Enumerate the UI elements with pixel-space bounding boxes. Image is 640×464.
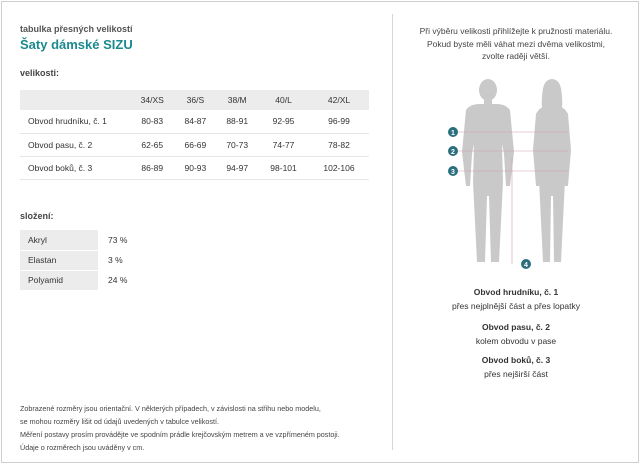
table-cell: 92-95 [258,110,309,134]
marker-1-label: 1 [451,130,455,137]
chart-subtitle: tabulka přesných velikostí [20,24,133,34]
marker-4-label: 4 [524,262,528,269]
table-cell: 62-65 [130,133,175,157]
table-row: Akryl 73 % [20,230,158,251]
material-percent: 3 % [98,250,158,271]
sizes-section-label: velikosti: [20,68,60,78]
legend-waist: Obvod pasu, č. 2 kolem obvodu v pase [400,322,632,346]
footnote: Zobrazené rozměry jsou orientační. V něk… [20,402,340,454]
table-row: Elastan 3 % [20,250,158,271]
table-cell: 88-91 [216,110,259,134]
material-name: Akryl [20,230,98,251]
table-row: Obvod boků, č. 3 86-89 90-93 94-97 98-10… [20,156,369,180]
size-header-xl: 42/XL [308,90,369,110]
table-cell: 90-93 [174,156,217,180]
composition-table: Akryl 73 % Elastan 3 % Polyamid 24 % [20,230,158,291]
marker-3-label: 3 [451,169,455,176]
size-table-header: 34/XS 36/S 38/M 40/L 42/XL [20,90,369,110]
measurement-lines [454,131,568,264]
vertical-divider [392,14,393,450]
female-silhouette [533,79,571,262]
table-cell: 66-69 [174,133,217,157]
table-cell: 78-82 [308,133,369,157]
row-label: Obvod boků, č. 3 [20,156,130,180]
table-cell: 86-89 [130,156,175,180]
size-header-s: 36/S [174,90,217,110]
composition-section-label: složení: [20,211,54,221]
legend-chest: Obvod hrudníku, č. 1 přes nejplnější čás… [400,287,632,311]
legend-heading: Obvod hrudníku, č. 1 [473,287,559,297]
footnote-line: Údaje o rozměrech jsou uváděny v cm. [20,443,145,452]
size-header-l: 40/L [258,90,309,110]
body-measurement-illustration: 1 2 3 4 [448,79,571,269]
legend-heading: Obvod pasu, č. 2 [481,322,551,332]
marker-3: 3 [448,166,458,176]
row-label: Obvod pasu, č. 2 [20,133,130,157]
table-cell: 96-99 [308,110,369,134]
footnote-line: Měření postavy prosím provádějte ve spod… [20,430,340,439]
legend-text: přes nejširší část [484,369,548,379]
material-percent: 24 % [98,270,158,291]
table-row: Polyamid 24 % [20,270,158,291]
table-cell: 70-73 [216,133,259,157]
table-cell: 74-77 [258,133,309,157]
tip-line: Pokud byste měli váhat mezi dvěma veliko… [426,38,606,49]
marker-2-label: 2 [451,149,455,156]
marker-4: 4 [521,259,531,269]
legend-text: kolem obvodu v pase [475,336,557,346]
footnote-line: Zobrazené rozměry jsou orientační. V něk… [20,404,321,413]
size-header-empty [20,90,130,110]
size-header-m: 38/M [216,90,259,110]
material-name: Elastan [20,250,98,271]
footnote-line: se mohou rozměry lišit od údajů uvedenýc… [20,417,219,426]
marker-1: 1 [448,127,458,137]
product-title: Šaty dámské SIZU [20,37,133,52]
table-cell: 84-87 [174,110,217,134]
material-percent: 73 % [98,230,158,251]
table-cell: 98-101 [258,156,309,180]
row-label: Obvod hrudníku, č. 1 [20,110,130,134]
table-cell: 80-83 [130,110,175,134]
legend-text: přes nejplnější část a přes lopatky [451,301,581,311]
table-row: Obvod hrudníku, č. 1 80-83 84-87 88-91 9… [20,110,369,134]
table-row: Obvod pasu, č. 2 62-65 66-69 70-73 74-77… [20,133,369,157]
tip-line: Při výběru velikosti přihlížejte k pružn… [419,26,613,36]
table-cell: 102-106 [308,156,369,180]
material-name: Polyamid [20,270,98,291]
sizing-tip: Při výběru velikosti přihlížejte k pružn… [400,25,632,63]
legend-heading: Obvod boků, č. 3 [481,355,551,365]
size-header-xs: 34/XS [130,90,175,110]
size-table: 34/XS 36/S 38/M 40/L 42/XL Obvod hrudník… [20,90,369,180]
legend-hips: Obvod boků, č. 3 přes nejširší část [400,355,632,379]
table-cell: 94-97 [216,156,259,180]
marker-2: 2 [448,146,458,156]
tip-line: zvolte raději větší. [481,51,551,61]
male-silhouette [462,79,514,262]
